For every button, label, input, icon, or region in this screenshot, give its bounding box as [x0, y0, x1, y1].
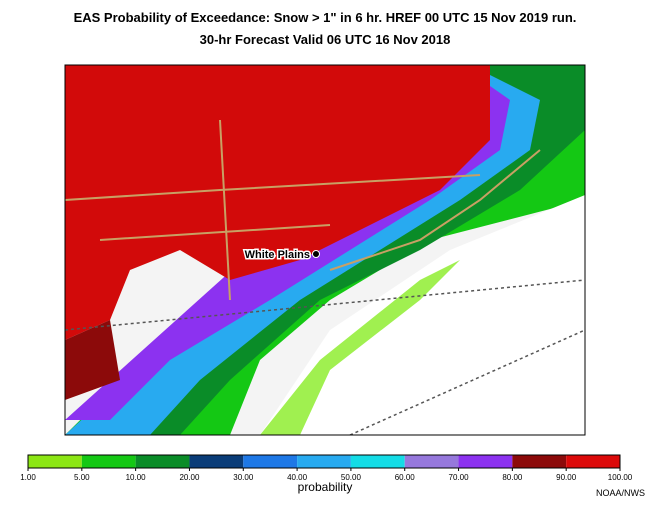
map-border — [64, 64, 586, 436]
state-borders — [65, 119, 541, 301]
colorbar-segment — [243, 455, 298, 468]
colorbar-segment — [512, 455, 567, 468]
colorbar-segment — [28, 455, 82, 468]
place-dot — [312, 250, 320, 258]
credit: NOAA/NWS — [596, 488, 645, 498]
colorbar-segment — [404, 455, 459, 468]
colorbar: 1.00 5.00 10.00 20.00 30.00 40.00 50.00 60.00 70… — [20, 454, 633, 482]
title-line2: 30-hr Forecast Valid 06 UTC 16 Nov 2018 — [200, 32, 451, 47]
colorbar-tick-label: 20.00 — [179, 473, 200, 482]
colorbar-tick-label: 50.00 — [341, 473, 362, 482]
colorbar-segment — [297, 455, 351, 468]
colorbar-tick-label: 30.00 — [233, 473, 254, 482]
colorbar-tick-label: 60.00 — [395, 473, 416, 482]
red-area — [65, 65, 490, 340]
colorbar-tick-label: 70.00 — [449, 473, 470, 482]
colorbar-tick-label: 40.00 — [287, 473, 308, 482]
colorbar-border — [27, 454, 621, 469]
colorbar-tick-label: 5.00 — [74, 473, 90, 482]
colorbar-segment — [458, 455, 513, 468]
colorbar-tick-label: 80.00 — [502, 473, 523, 482]
title-line1: EAS Probability of Exceedance: Snow > 1"… — [74, 10, 577, 25]
colorbar-tick-label: 90.00 — [556, 473, 577, 482]
colorbar-segment — [81, 455, 136, 468]
colorbar-segment — [350, 455, 405, 468]
colorbar-tick-label: 10.00 — [126, 473, 147, 482]
colorbar-segment — [566, 455, 620, 468]
colorbar-tick-label: 100.00 — [608, 473, 633, 482]
lightgreen-area — [260, 260, 460, 435]
colorbar-segment — [189, 455, 244, 468]
place-label: White Plains — [245, 249, 310, 261]
colorbar-segment — [135, 455, 190, 468]
grid-lines — [65, 279, 585, 435]
darkred-area — [65, 320, 120, 400]
map: White Plains — [64, 64, 586, 436]
ocean-white — [260, 195, 585, 435]
colorbar-label: probability — [298, 480, 353, 494]
colorbar-tick-label: 1.00 — [20, 473, 36, 482]
